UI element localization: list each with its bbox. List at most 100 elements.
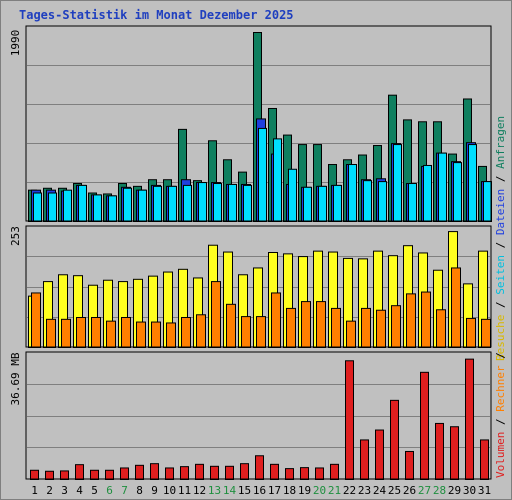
bar-rechner-16 xyxy=(256,316,266,349)
bar-volumen-31 xyxy=(480,439,489,480)
x-tick-label-16: 16 xyxy=(253,484,266,497)
bar-volumen-2 xyxy=(45,470,54,481)
x-tick-label-26: 26 xyxy=(403,484,416,497)
x-tick-label-9: 9 xyxy=(151,484,158,497)
legend-sep: / xyxy=(494,352,507,365)
bar-seiten-30 xyxy=(468,144,477,223)
bar-volumen-19 xyxy=(300,467,309,481)
bar-rechner-9 xyxy=(151,321,161,348)
bar-seiten-11 xyxy=(183,184,192,222)
bar-seiten-28 xyxy=(438,152,447,222)
legend-bottom-panels: Volumen / Rechner / xyxy=(494,352,507,478)
bar-seiten-9 xyxy=(153,185,162,223)
x-tick-label-14: 14 xyxy=(223,484,237,497)
x-tick-label-15: 15 xyxy=(238,484,251,497)
bar-volumen-25 xyxy=(390,399,399,481)
panel-frame-3 xyxy=(25,351,492,480)
bar-rechner-27 xyxy=(421,291,431,348)
x-tick-label-28: 28 xyxy=(433,484,446,497)
bar-rechner-18 xyxy=(286,307,296,348)
bar-volumen-4 xyxy=(75,464,84,481)
bar-rechner-1 xyxy=(31,292,41,349)
bar-seiten-13 xyxy=(213,183,222,223)
bar-rechner-19 xyxy=(301,301,311,349)
x-tick-label-2: 2 xyxy=(46,484,53,497)
x-tick-label-1: 1 xyxy=(31,484,38,497)
bar-seiten-8 xyxy=(138,189,147,223)
bar-volumen-26 xyxy=(405,450,414,480)
bar-volumen-3 xyxy=(60,470,69,480)
bar-rechner-17 xyxy=(271,292,281,349)
bar-seiten-25 xyxy=(393,144,402,223)
bar-volumen-10 xyxy=(165,467,174,480)
bar-volumen-22 xyxy=(345,360,354,480)
x-tick-label-22: 22 xyxy=(343,484,356,497)
bar-seiten-29 xyxy=(453,162,462,223)
bar-seiten-12 xyxy=(198,182,207,222)
bar-seiten-24 xyxy=(378,181,387,222)
bar-rechner-25 xyxy=(391,305,401,349)
x-tick-label-24: 24 xyxy=(373,484,387,497)
x-tick-label-21: 21 xyxy=(328,484,341,497)
legend-sep: / xyxy=(494,412,507,432)
bar-seiten-20 xyxy=(318,185,327,223)
bar-rechner-26 xyxy=(406,293,416,349)
bar-seiten-19 xyxy=(303,186,312,223)
legend-sep: / xyxy=(494,169,507,189)
y-max-label-requests: 1990 xyxy=(9,30,22,57)
bar-rechner-7 xyxy=(121,317,131,348)
x-tick-label-8: 8 xyxy=(136,484,143,497)
bar-rechner-13 xyxy=(211,281,221,348)
x-tick-label-20: 20 xyxy=(313,484,326,497)
bar-volumen-17 xyxy=(270,463,279,480)
legend-sep: / xyxy=(494,235,507,255)
bar-seiten-14 xyxy=(228,183,237,222)
x-tick-label-29: 29 xyxy=(448,484,461,497)
bar-rechner-2 xyxy=(46,318,56,348)
bar-seiten-6 xyxy=(108,195,117,222)
panel-frame-2 xyxy=(25,225,492,348)
bar-seiten-21 xyxy=(333,184,342,222)
panel-frame-1 xyxy=(25,25,492,222)
bar-seiten-1 xyxy=(33,192,42,222)
x-tick-label-17: 17 xyxy=(268,484,281,497)
bar-volumen-27 xyxy=(420,371,429,480)
bar-seiten-26 xyxy=(408,183,417,223)
legend-seiten: Seiten xyxy=(494,255,507,295)
bar-volumen-30 xyxy=(465,358,474,480)
bar-volumen-13 xyxy=(210,465,219,480)
bar-volumen-6 xyxy=(105,469,114,480)
bar-volumen-28 xyxy=(435,422,444,480)
x-tick-label-23: 23 xyxy=(358,484,371,497)
bar-volumen-14 xyxy=(225,465,234,480)
x-tick-label-4: 4 xyxy=(76,484,83,497)
bar-volumen-15 xyxy=(240,463,249,481)
bar-rechner-3 xyxy=(61,318,71,348)
bar-seiten-2 xyxy=(48,192,57,222)
bar-volumen-21 xyxy=(330,463,339,480)
bar-seiten-18 xyxy=(288,168,297,223)
x-tick-label-27: 27 xyxy=(418,484,431,497)
bar-volumen-29 xyxy=(450,426,459,481)
bar-seiten-27 xyxy=(423,164,432,223)
legend-rechner: Rechner xyxy=(494,365,507,412)
bar-volumen-20 xyxy=(315,467,324,480)
bar-rechner-6 xyxy=(106,320,116,348)
bar-seiten-3 xyxy=(63,189,72,223)
y-max-label-volume: 36.69 MB xyxy=(9,352,22,405)
bar-volumen-12 xyxy=(195,463,204,480)
bar-rechner-20 xyxy=(316,301,326,349)
bar-rechner-10 xyxy=(166,322,176,349)
bar-rechner-5 xyxy=(91,317,101,348)
bar-volumen-11 xyxy=(180,466,189,480)
x-tick-label-31: 31 xyxy=(478,484,491,497)
x-tick-label-10: 10 xyxy=(163,484,176,497)
x-tick-label-3: 3 xyxy=(61,484,68,497)
chart-title: Tages-Statistik im Monat Dezember 2025 xyxy=(19,8,294,22)
bar-seiten-23 xyxy=(363,180,372,222)
bar-volumen-9 xyxy=(150,463,159,481)
bar-seiten-7 xyxy=(123,187,132,222)
legend-anfragen: Anfragen xyxy=(494,116,507,169)
bar-rechner-30 xyxy=(466,317,476,348)
